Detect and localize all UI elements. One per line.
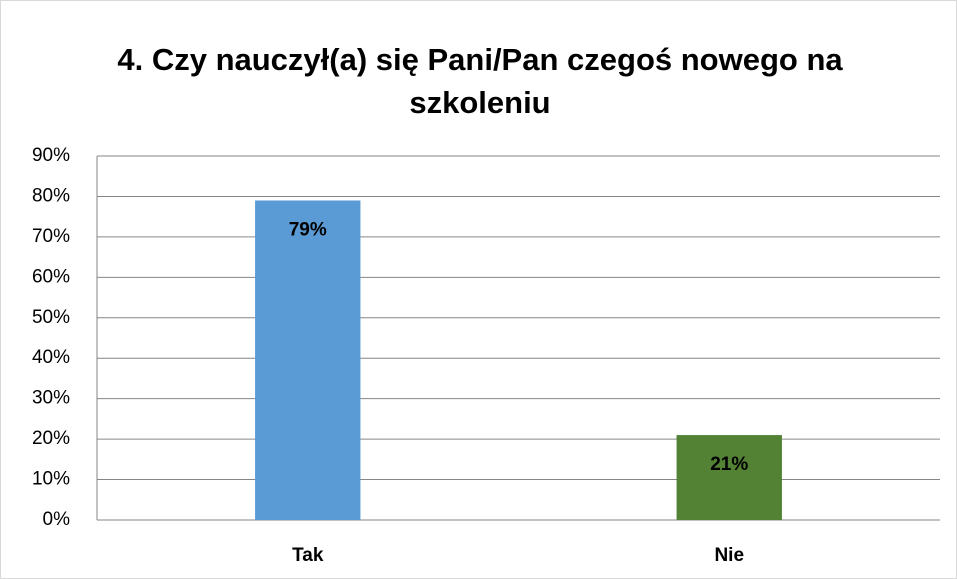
y-tick-label: 60% (32, 266, 70, 287)
chart-title: 4. Czy nauczył(a) się Pani/Pan czegoś no… (117, 42, 843, 120)
bar (255, 200, 361, 520)
y-tick-label: 40% (32, 347, 70, 368)
y-tick-label: 90% (32, 145, 70, 166)
y-tick-label: 30% (32, 388, 70, 409)
y-tick-label: 50% (32, 307, 70, 328)
bar (676, 435, 782, 520)
value-label: 21% (710, 454, 748, 475)
value-label: 79% (289, 220, 327, 241)
y-tick-label: 80% (32, 185, 70, 206)
y-tick-label: 20% (32, 428, 70, 449)
x-tick-label: Nie (714, 545, 744, 566)
y-tick-label: 70% (32, 226, 70, 247)
y-tick-label: 0% (43, 509, 71, 530)
y-tick-label: 10% (32, 469, 70, 490)
x-tick-label: Tak (292, 545, 324, 566)
